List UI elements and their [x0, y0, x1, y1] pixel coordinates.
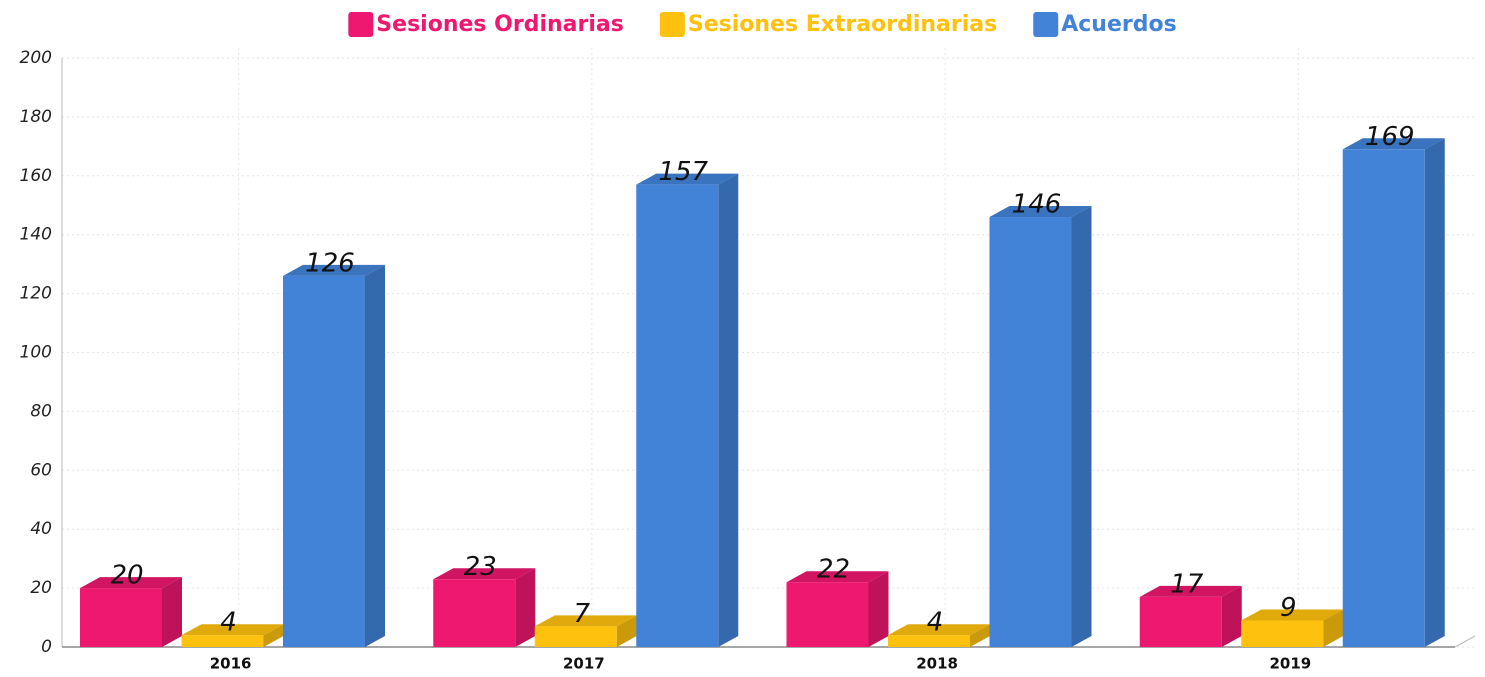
x-tick-label: 2017: [563, 655, 605, 673]
y-tick-label: 140: [20, 225, 52, 245]
legend-label: Acuerdos: [1061, 12, 1176, 37]
value-label: 22: [817, 555, 850, 585]
x-tick-label: 2018: [916, 655, 958, 673]
bar-side: [1221, 585, 1242, 647]
bar-top: [888, 624, 990, 636]
bar-top: [786, 571, 889, 583]
bar: [1342, 149, 1425, 648]
value-label: 9: [1280, 593, 1297, 623]
bar-side: [1424, 138, 1445, 648]
bar-top: [283, 264, 385, 276]
y-tick-label: 160: [20, 166, 52, 186]
bar-top: [1241, 609, 1344, 621]
y-tick-label: 60: [30, 460, 52, 480]
y-tick-label: 20: [30, 578, 52, 598]
value-label: 7: [573, 599, 590, 629]
bar: [433, 579, 516, 647]
value-label: 4: [927, 608, 944, 638]
y-tick-label: 180: [20, 107, 52, 127]
legend-swatch: [348, 12, 374, 37]
bar-top: [534, 615, 637, 627]
bar-side: [718, 173, 739, 647]
bar: [283, 275, 365, 647]
legend-label: Sesiones Extraordinarias: [688, 12, 997, 37]
bar-side: [162, 577, 182, 647]
bar-top: [80, 577, 182, 589]
y-tick-label: 100: [20, 343, 52, 363]
value-label: 157: [658, 157, 708, 187]
y-tick-label: 80: [30, 401, 52, 421]
value-label: 169: [1365, 122, 1415, 152]
legend-swatch: [1033, 12, 1059, 37]
bar: [181, 635, 264, 647]
value-label: 17: [1170, 569, 1204, 599]
bar-top: [636, 173, 739, 185]
y-tick-label: 200: [20, 48, 52, 68]
bar: [786, 582, 869, 647]
x-tick-label: 2016: [210, 655, 252, 673]
bar-side: [868, 571, 889, 647]
value-label: 23: [464, 552, 497, 582]
bar-top: [1342, 138, 1445, 150]
value-label: 4: [220, 608, 237, 638]
legend-label: Sesiones Ordinarias: [376, 12, 624, 37]
y-tick-label: 0: [41, 637, 52, 657]
bar-side: [1071, 206, 1092, 647]
bar-side: [365, 264, 385, 647]
x-tick-label: 2019: [1270, 655, 1312, 673]
bar: [1241, 620, 1324, 647]
value-label: 146: [1012, 190, 1062, 220]
bar: [888, 635, 970, 647]
bar: [534, 626, 617, 647]
bar-side: [1323, 609, 1344, 647]
legend: Sesiones Ordinarias Sesiones Extraordinar…: [348, 12, 1177, 37]
value-label: 126: [305, 248, 355, 278]
bar-side: [515, 568, 536, 647]
bar-side: [263, 624, 284, 647]
value-label: 20: [110, 561, 143, 591]
bar: [1139, 596, 1222, 647]
bar-top: [1139, 585, 1242, 597]
bar: [989, 217, 1072, 647]
bar-top: [181, 624, 284, 636]
bar: [636, 184, 719, 647]
y-tick-label: 120: [20, 284, 52, 304]
legend-swatch: [659, 12, 685, 37]
bar: [80, 588, 162, 647]
bar-top: [989, 206, 1092, 218]
bar-top: [433, 568, 536, 580]
y-tick-label: 40: [30, 519, 52, 539]
bar-side: [970, 624, 990, 647]
bar-side: [616, 615, 637, 647]
floor-edge: [1454, 635, 1476, 648]
